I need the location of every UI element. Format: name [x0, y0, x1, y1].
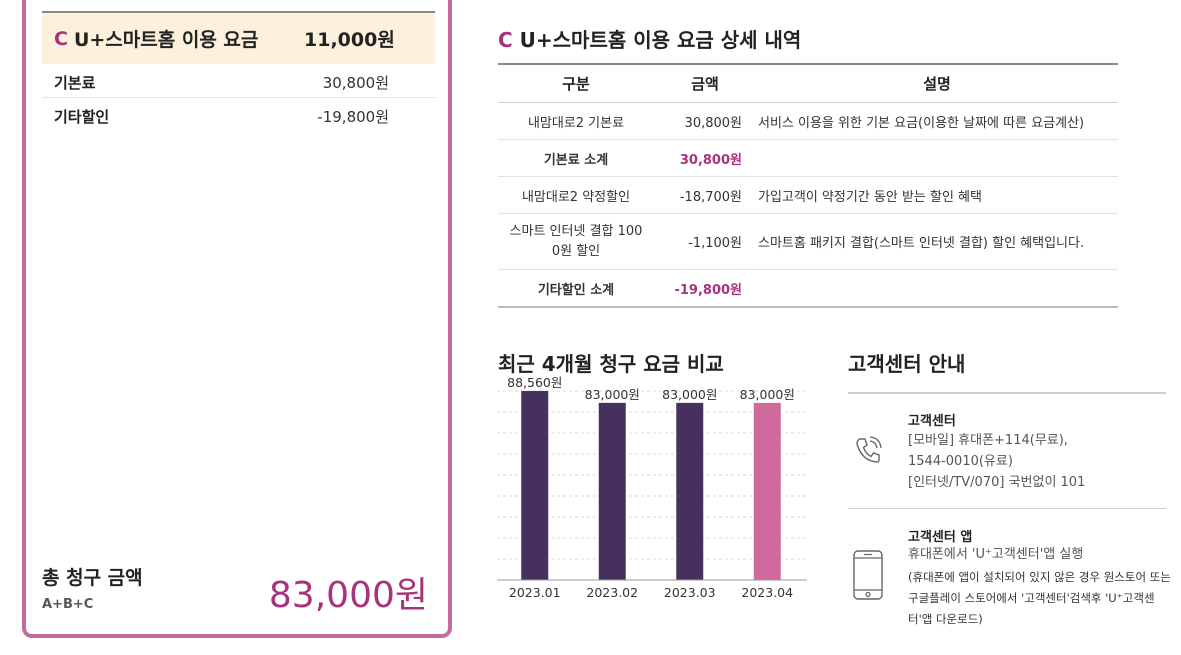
chart-bar: [598, 402, 626, 580]
phone-center-line: [모바일] 휴대폰+114(무료),: [908, 433, 1068, 448]
row-label: 기타할인: [54, 108, 110, 126]
row-value: -19,800원: [317, 108, 389, 126]
x-tick-label: 2023.01: [509, 585, 561, 600]
cell-amount: -19,800원: [674, 282, 742, 298]
phone-center-line: 1544-0010(유료): [908, 454, 1013, 469]
cell-name: 스마트 인터넷 결합 100 0원 할인: [498, 213, 654, 270]
x-tick-label: 2023.02: [586, 585, 638, 600]
chart-bar: [676, 402, 704, 580]
chart-title: 최근 4개월 청구 요금 비교: [498, 352, 724, 376]
bar-value-label: 83,000원: [740, 387, 795, 402]
header-description: 설명: [756, 64, 1118, 103]
table-row: 스마트 인터넷 결합 100 0원 할인 -1,100원 스마트홈 패키지 결합…: [498, 213, 1118, 270]
cell-name: 내맘대로2 약정할인: [498, 176, 654, 214]
phone-center-line: [인터넷/TV/070] 국번없이 101: [908, 475, 1086, 490]
detail-title: C U+스마트홈 이용 요금 상세 내역: [498, 24, 801, 53]
summary-header: C U+스마트홈 이용 요금 11,000원: [42, 11, 435, 64]
x-tick-label: 2023.04: [741, 585, 793, 600]
cell-name: 내맘대로2 기본료: [498, 102, 654, 140]
chart-bar: [753, 402, 781, 580]
app-note: (휴대폰에 앱이 설치되어 있지 않은 경우 원스토어 또는: [908, 570, 1171, 584]
summary-amount: 11,000원: [304, 29, 395, 51]
table-row: 내맘대로2 기본료 30,800원 서비스 이용을 위한 기본 요금(이용한 날…: [498, 102, 1118, 140]
table-row-subtotal: 기타할인 소계 -19,800원: [498, 270, 1118, 308]
app-note: 구글플레이 스토어에서 '고객센터'검색후 'U⁺고객센: [908, 591, 1155, 605]
smartphone-icon: [852, 550, 884, 606]
total-label: 총 청구 금액: [42, 567, 143, 589]
cell-name-line: 0원 할인: [551, 243, 601, 259]
summary-title: U+스마트홈 이용 요금: [73, 29, 259, 51]
table-row-subtotal: 기본료 소계 30,800원: [498, 139, 1118, 177]
divider: [848, 392, 1166, 394]
row-label: 기본료: [54, 74, 96, 92]
cell-description: [756, 139, 1118, 177]
cell-name-line: 스마트 인터넷 결합 100: [509, 223, 643, 239]
table-row: 내맘대로2 약정할인 -18,700원 가입고객이 약정기간 동안 받는 할인 …: [498, 176, 1118, 214]
phone-center-heading: 고객센터: [908, 414, 956, 429]
detail-table: 구분 금액 설명 내맘대로2 기본료 30,800원 서비스 이용을 위한 기본…: [498, 63, 1118, 308]
summary-card: C U+스마트홈 이용 요금 11,000원 기본료 30,800원 기타할인 …: [22, 0, 452, 638]
total-amount: 83,000원: [268, 575, 428, 616]
bar-value-label: 83,000원: [585, 387, 640, 402]
divider: [848, 508, 1166, 509]
phone-icon: [850, 432, 886, 472]
bar-value-label: 88,560원: [507, 375, 562, 390]
detail-title-text: U+스마트홈 이용 요금 상세 내역: [519, 28, 802, 52]
cell-name: 기타할인 소계: [537, 282, 615, 298]
app-heading: 고객센터 앱: [908, 530, 973, 545]
cell-amount: -18,700원: [654, 176, 756, 214]
row-value: 30,800원: [322, 74, 389, 92]
section-letter: C: [498, 28, 513, 52]
section-letter: C: [54, 27, 68, 50]
app-line: 휴대폰에서 'U⁺고객센터'앱 실행: [908, 547, 1084, 562]
summary-row-other-discount: 기타할인 -19,800원: [42, 98, 435, 132]
header-category: 구분: [498, 64, 654, 103]
bar-value-label: 83,000원: [662, 387, 717, 402]
cell-description: 서비스 이용을 위한 기본 요금(이용한 날짜에 따른 요금계산): [756, 102, 1118, 140]
cell-amount: 30,800원: [654, 102, 756, 140]
summary-row-basic-fee: 기본료 30,800원: [42, 64, 435, 98]
total-formula: A+B+C: [42, 597, 94, 612]
cell-description: 가입고객이 약정기간 동안 받는 할인 혜택: [756, 176, 1118, 214]
cell-amount: 30,800원: [654, 139, 756, 177]
cell-description: [756, 270, 1118, 308]
bill-comparison-chart: 88,560원 2023.01 83,000원 2023.02 83,000원 2023.…: [497, 375, 807, 600]
x-tick-label: 2023.03: [664, 585, 716, 600]
app-note: 터'앱 다운로드): [908, 612, 983, 626]
table-header-row: 구분 금액 설명: [498, 64, 1118, 103]
cell-name: 기본료 소계: [498, 139, 654, 177]
chart-bar: [521, 391, 549, 580]
cell-description: 스마트홈 패키지 결합(스마트 인터넷 결합) 할인 혜택입니다.: [756, 213, 1118, 270]
cell-amount: -1,100원: [654, 213, 756, 270]
header-amount: 금액: [654, 64, 756, 103]
customer-center-title: 고객센터 안내: [848, 352, 966, 376]
